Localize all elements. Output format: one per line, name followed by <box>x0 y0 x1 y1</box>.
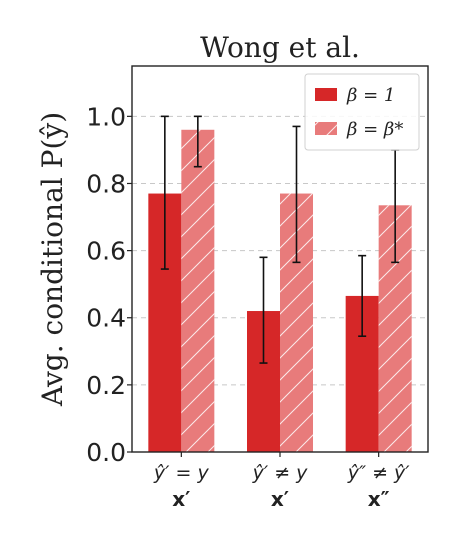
y-tick-label: 0.4 <box>86 304 126 333</box>
x-tick-label-condition: ŷ′ ≠ y <box>252 462 309 484</box>
y-axis-ticks: 0.0 0.2 0.4 0.6 0.8 1.0 <box>86 102 132 467</box>
bars <box>148 129 412 452</box>
x-tick-label-input: x″ <box>368 487 390 511</box>
legend-label: β = 1 <box>346 85 395 106</box>
x-tick-label-input: x′ <box>271 487 289 511</box>
chart-title: Wong et al. <box>200 31 360 64</box>
x-tick-label-condition: ŷ′ = y <box>153 462 210 484</box>
y-tick-label: 1.0 <box>86 102 126 131</box>
legend-swatch <box>315 88 337 101</box>
bar-hatch <box>181 129 215 452</box>
x-tick-label-input: x′ <box>172 487 190 511</box>
legend: β = 1 β = β* <box>304 73 420 151</box>
x-axis-ticks: ŷ′ = y x′ ŷ′ ≠ y x′ ŷ″ ≠ ŷ′ x″ <box>153 452 410 511</box>
y-tick-label: 0.0 <box>86 438 126 467</box>
legend-label: β = β* <box>346 119 403 140</box>
y-tick-label: 0.8 <box>86 169 126 198</box>
legend-swatch-hatch <box>315 122 337 135</box>
y-tick-label: 0.6 <box>86 237 126 266</box>
x-tick-label-condition: ŷ″ ≠ ŷ′ <box>347 462 411 484</box>
y-tick-label: 0.2 <box>86 371 126 400</box>
y-axis-label: Avg. conditional P(ŷ) <box>36 112 69 407</box>
